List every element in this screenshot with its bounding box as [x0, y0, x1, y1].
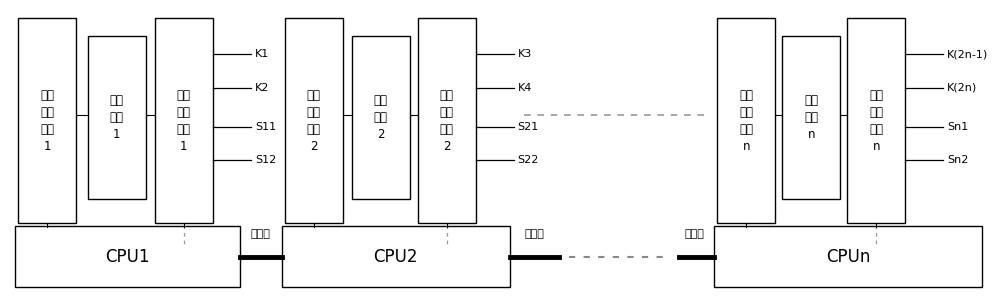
Bar	[717, 18, 775, 223]
Text: 隔离
电路
n: 隔离 电路 n	[804, 94, 818, 141]
Text: CPU1: CPU1	[105, 248, 150, 266]
Bar	[282, 226, 510, 287]
Text: 信号
采集
模块
n: 信号 采集 模块 n	[739, 89, 753, 153]
Bar	[285, 18, 343, 223]
Text: K3: K3	[518, 49, 532, 59]
Bar	[352, 36, 410, 199]
Text: Sn2: Sn2	[947, 155, 968, 165]
Text: 开关
控制
模块
n: 开关 控制 模块 n	[869, 89, 883, 153]
Text: CPUn: CPUn	[826, 248, 870, 266]
Text: K(2n-1): K(2n-1)	[947, 49, 988, 59]
Text: K(2n): K(2n)	[947, 82, 977, 93]
Text: K1: K1	[255, 49, 269, 59]
Text: 隔离
电路
2: 隔离 电路 2	[374, 94, 388, 141]
Text: 开关
控制
模块
1: 开关 控制 模块 1	[177, 89, 191, 153]
Text: S12: S12	[255, 155, 276, 165]
Text: 隔离
电路
1: 隔离 电路 1	[110, 94, 124, 141]
Text: 信号
采集
模块
2: 信号 采集 模块 2	[307, 89, 321, 153]
Text: K2: K2	[255, 82, 269, 93]
Text: K4: K4	[518, 82, 532, 93]
Bar	[18, 18, 76, 223]
Bar	[782, 36, 840, 199]
Bar	[847, 18, 905, 223]
Bar	[88, 36, 146, 199]
Text: S11: S11	[255, 122, 276, 132]
Text: 通讯线: 通讯线	[684, 229, 704, 239]
Text: 开关
控制
模块
2: 开关 控制 模块 2	[440, 89, 454, 153]
Text: S21: S21	[518, 122, 539, 132]
Text: 通讯线: 通讯线	[251, 229, 271, 239]
Text: 信号
采集
模块
1: 信号 采集 模块 1	[40, 89, 54, 153]
Text: 通讯线: 通讯线	[525, 229, 544, 239]
Text: Sn1: Sn1	[947, 122, 968, 132]
Bar	[714, 226, 982, 287]
Text: S22: S22	[518, 155, 539, 165]
Bar	[418, 18, 476, 223]
Text: CPU2: CPU2	[373, 248, 418, 266]
Bar	[155, 18, 213, 223]
Bar	[15, 226, 240, 287]
